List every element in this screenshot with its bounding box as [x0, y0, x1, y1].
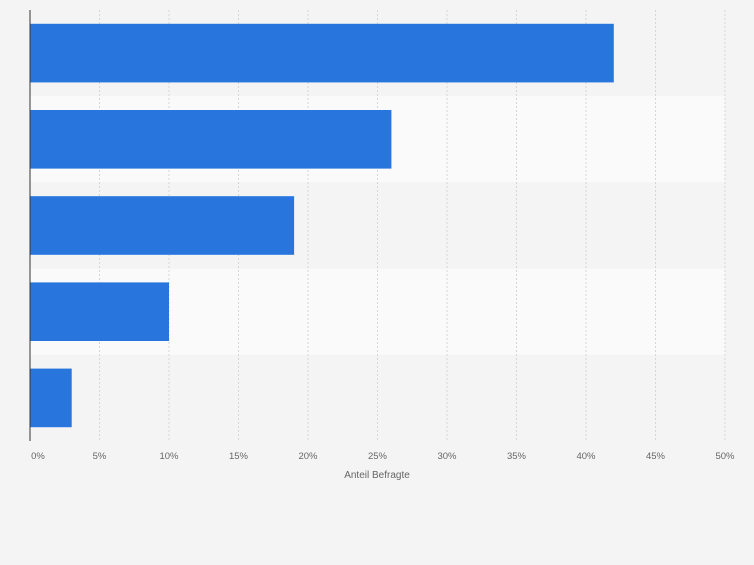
- bar[interactable]: [30, 23, 614, 83]
- x-tick-label: 25%: [368, 451, 388, 462]
- bar[interactable]: [30, 282, 169, 342]
- bars: [30, 23, 614, 428]
- x-tick-label: 40%: [576, 451, 596, 462]
- x-tick-label: 20%: [298, 451, 318, 462]
- x-tick-label: 15%: [229, 451, 249, 462]
- x-tick-label: 35%: [507, 451, 527, 462]
- bar[interactable]: [30, 109, 392, 169]
- x-tick-label: 10%: [159, 451, 179, 462]
- bar[interactable]: [30, 196, 295, 255]
- x-axis-label: Anteil Befragte: [344, 470, 410, 481]
- x-tick-label: 0%: [31, 451, 45, 462]
- x-tick-label: 30%: [437, 451, 457, 462]
- x-tick-labels: 0% 5% 10% 15% 20% 25% 30% 35% 40% 45% 50%: [31, 451, 735, 462]
- bar[interactable]: [30, 368, 72, 428]
- x-tick-label: 5%: [93, 451, 107, 462]
- x-tick-label: 50%: [715, 451, 735, 462]
- x-tick-label: 45%: [646, 451, 666, 462]
